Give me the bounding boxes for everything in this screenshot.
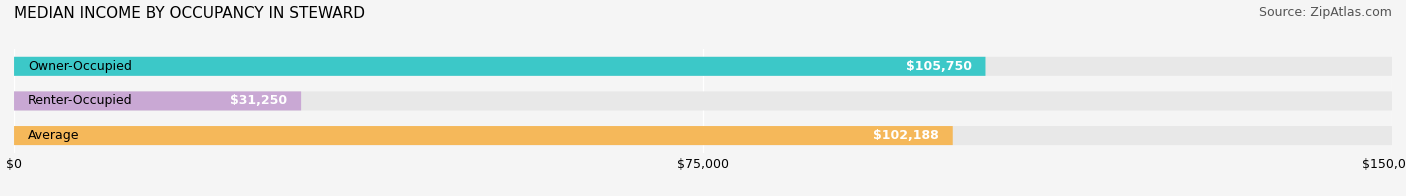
FancyBboxPatch shape [14,126,1392,145]
FancyBboxPatch shape [14,91,1392,111]
Text: $105,750: $105,750 [905,60,972,73]
Text: $31,250: $31,250 [231,94,287,107]
FancyBboxPatch shape [14,57,986,76]
FancyBboxPatch shape [14,91,301,111]
Text: Renter-Occupied: Renter-Occupied [28,94,132,107]
Text: Owner-Occupied: Owner-Occupied [28,60,132,73]
Text: Source: ZipAtlas.com: Source: ZipAtlas.com [1258,6,1392,19]
FancyBboxPatch shape [14,57,1392,76]
Text: Average: Average [28,129,79,142]
FancyBboxPatch shape [14,126,953,145]
Text: MEDIAN INCOME BY OCCUPANCY IN STEWARD: MEDIAN INCOME BY OCCUPANCY IN STEWARD [14,6,366,21]
Text: $102,188: $102,188 [873,129,939,142]
